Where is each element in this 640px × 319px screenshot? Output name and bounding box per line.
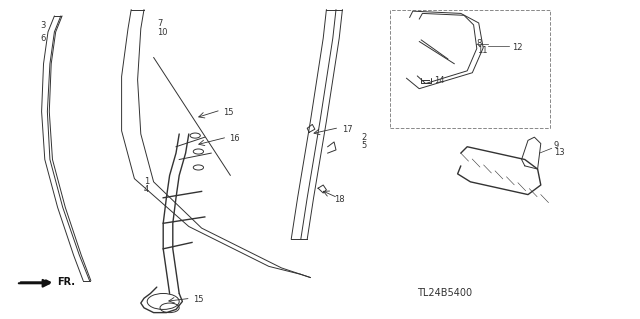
Text: 3: 3 [40, 21, 45, 30]
Text: 2: 2 [362, 133, 367, 142]
Text: 1: 1 [144, 177, 149, 186]
Text: FR.: FR. [20, 277, 76, 287]
Text: 4: 4 [144, 185, 149, 194]
Text: 15: 15 [223, 108, 233, 117]
Text: TL24B5400: TL24B5400 [417, 288, 472, 299]
Text: 13: 13 [554, 148, 564, 157]
Text: 11: 11 [477, 46, 487, 55]
Text: 17: 17 [342, 125, 353, 134]
Text: 9: 9 [554, 141, 559, 150]
Text: 5: 5 [362, 141, 367, 150]
Text: 10: 10 [157, 28, 167, 37]
Text: 16: 16 [229, 134, 240, 143]
Bar [390, 10, 550, 128]
Text: 12: 12 [512, 43, 522, 52]
Text: 15: 15 [193, 295, 204, 304]
Text: 7: 7 [157, 19, 162, 28]
Text: 8: 8 [477, 39, 482, 48]
Text: 6: 6 [40, 34, 45, 43]
Text: 18: 18 [334, 195, 345, 204]
Text: 14: 14 [434, 76, 444, 85]
